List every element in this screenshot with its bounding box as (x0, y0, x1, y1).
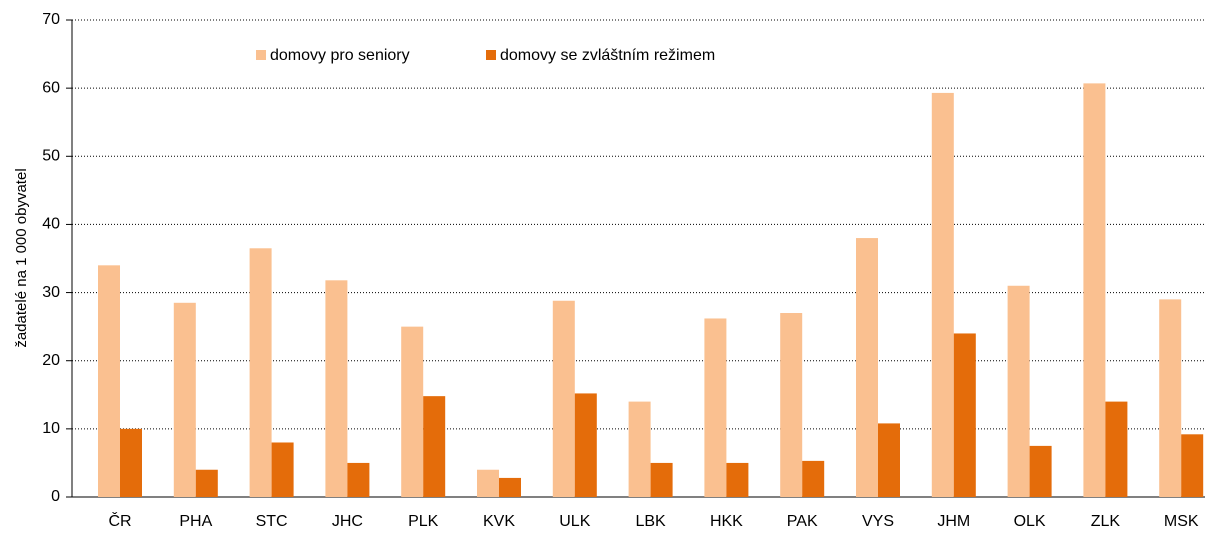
legend-label: domovy se zvláštním režimem (500, 47, 715, 64)
x-tick-label: OLK (1014, 513, 1046, 530)
x-tick-label: PLK (408, 513, 439, 530)
y-tick-label: 60 (42, 79, 60, 96)
bar (650, 462, 673, 497)
x-tick-label: VYS (862, 513, 894, 530)
bar (1083, 83, 1106, 497)
x-tick-label: ULK (559, 513, 590, 530)
x-tick-label: PAK (787, 513, 818, 530)
y-tick-label: 0 (51, 488, 60, 505)
bar (878, 423, 900, 497)
bar (477, 469, 499, 497)
bar (249, 248, 272, 497)
bar (1029, 445, 1052, 497)
bar (271, 442, 294, 497)
x-tick-label: JHC (332, 513, 363, 530)
bar (1105, 401, 1128, 497)
bar (856, 238, 878, 498)
legend-swatch (486, 50, 496, 60)
bar (1181, 434, 1204, 497)
y-tick-label: 40 (42, 216, 60, 233)
bar (499, 477, 521, 497)
x-tick-label: JHM (937, 513, 970, 530)
y-axis-label: žadatelé na 1 000 obyvatel (13, 168, 30, 347)
bar (347, 462, 370, 497)
bar (780, 313, 803, 497)
legend-swatch (256, 50, 266, 60)
bar (120, 428, 142, 497)
bar (423, 396, 446, 497)
bar (1159, 299, 1182, 497)
bar (552, 300, 575, 497)
bar (195, 469, 218, 497)
x-tick-label: PHA (179, 513, 212, 530)
bar (401, 326, 424, 497)
bar (802, 460, 825, 497)
y-tick-label: 30 (42, 284, 60, 301)
x-tick-label: ČR (108, 511, 131, 530)
x-tick-label: ZLK (1091, 513, 1121, 530)
bar (704, 318, 727, 497)
bar (574, 393, 597, 497)
bar (173, 302, 196, 497)
x-tick-label: MSK (1164, 513, 1199, 530)
x-tick-label: STC (256, 513, 288, 530)
y-tick-label: 70 (42, 11, 60, 28)
x-tick-label: KVK (483, 513, 515, 530)
bar (628, 401, 651, 497)
y-tick-label: 10 (42, 420, 60, 437)
bar (1007, 285, 1030, 497)
legend-label: domovy pro seniory (270, 47, 410, 64)
x-tick-label: HKK (710, 513, 743, 530)
y-tick-label: 20 (42, 352, 60, 369)
bar (726, 462, 749, 497)
bar (98, 265, 120, 497)
y-tick-label: 50 (42, 148, 60, 165)
bar (953, 333, 976, 497)
bar (325, 280, 348, 497)
bar (931, 92, 954, 498)
x-tick-label: LBK (635, 513, 666, 530)
